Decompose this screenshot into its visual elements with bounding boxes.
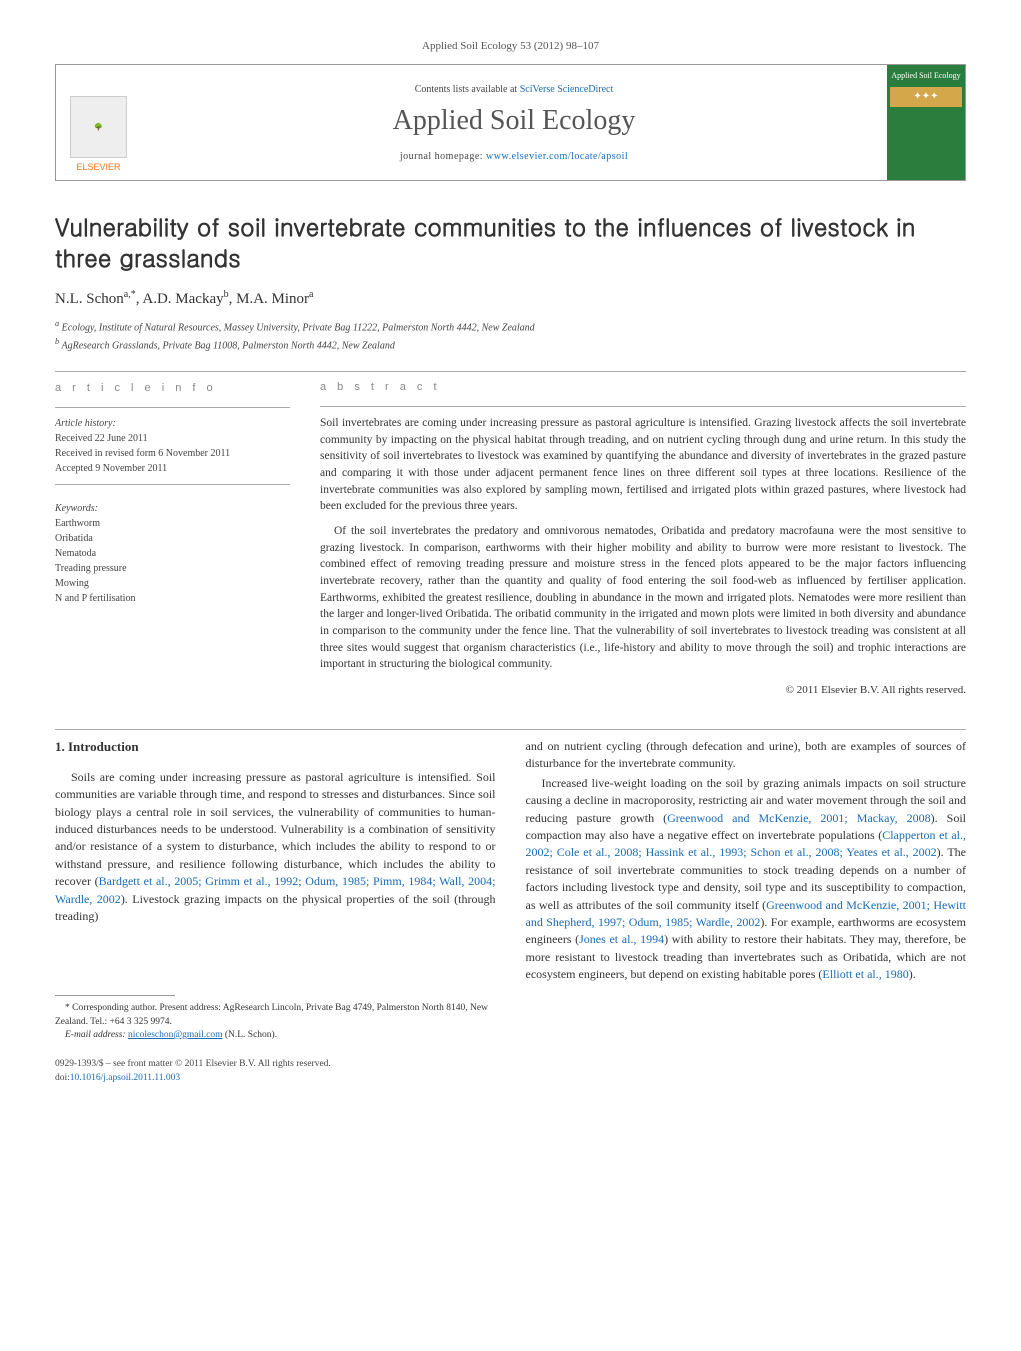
affiliations: a Ecology, Institute of Natural Resource… — [55, 318, 966, 353]
author-3-affil: a — [309, 289, 313, 300]
abstract-heading: a b s t r a c t — [320, 380, 966, 396]
divider-top — [55, 371, 966, 372]
author-1-affil: a, — [124, 289, 131, 300]
cover-title: Applied Soil Ecology — [891, 71, 960, 81]
history-accepted: Accepted 9 November 2011 — [55, 461, 290, 476]
intro-p1: Soils are coming under increasing pressu… — [55, 769, 496, 926]
body-column-right: and on nutrient cycling (through defecat… — [526, 738, 967, 1042]
email-line: E-mail address: nicoleschon@gmail.com (N… — [55, 1029, 496, 1042]
divider-mid — [55, 729, 966, 730]
journal-header-box: 🌳 ELSEVIER Contents lists available at S… — [55, 64, 966, 181]
history-heading: Article history: — [55, 416, 290, 431]
author-1: N.L. Schon — [55, 291, 124, 307]
keyword-item: Oribatida — [55, 531, 290, 546]
contents-line: Contents lists available at SciVerse Sci… — [415, 84, 614, 95]
abstract-p2: Of the soil invertebrates the predatory … — [320, 523, 966, 673]
doi-line: doi:10.1016/j.apsoil.2011.11.003 — [55, 1072, 966, 1085]
affiliation-a: a Ecology, Institute of Natural Resource… — [55, 318, 966, 335]
elsevier-tree-icon: 🌳 — [70, 96, 127, 158]
reference-link[interactable]: Elliott et al., 1980 — [822, 967, 908, 981]
article-title: Vulnerability of soil invertebrate commu… — [55, 211, 966, 273]
keyword-item: Mowing — [55, 576, 290, 591]
cover-art-icon: ✦✦✦ — [890, 87, 962, 107]
abstract-column: a b s t r a c t Soil invertebrates are c… — [320, 380, 966, 699]
email-label: E-mail address: — [65, 1030, 128, 1040]
email-suffix: (N.L. Schon). — [222, 1030, 277, 1040]
history-received: Received 22 June 2011 — [55, 431, 290, 446]
journal-title: Applied Soil Ecology — [393, 105, 636, 137]
sciencedirect-link[interactable]: SciVerse ScienceDirect — [520, 84, 614, 95]
issn-line: 0929-1393/$ – see front matter © 2011 El… — [55, 1058, 966, 1071]
journal-cover-thumbnail: Applied Soil Ecology ✦✦✦ — [887, 65, 965, 180]
copyright-line: © 2011 Elsevier B.V. All rights reserved… — [320, 683, 966, 699]
keyword-item: N and P fertilisation — [55, 591, 290, 606]
publisher-name: ELSEVIER — [76, 162, 120, 172]
homepage-prefix: journal homepage: — [400, 151, 486, 162]
abstract-divider — [320, 406, 966, 407]
publisher-logo: 🌳 ELSEVIER — [56, 65, 141, 180]
footer-meta: 0929-1393/$ – see front matter © 2011 El… — [55, 1058, 966, 1085]
info-divider-1 — [55, 407, 290, 408]
body-column-left: 1. Introduction Soils are coming under i… — [55, 738, 496, 1042]
section-1-heading: 1. Introduction — [55, 738, 496, 757]
article-info-column: a r t i c l e i n f o Article history: R… — [55, 380, 290, 699]
contents-prefix: Contents lists available at — [415, 84, 520, 95]
corresponding-author-note: * Corresponding author. Present address:… — [55, 1002, 496, 1029]
email-link[interactable]: nicoleschon@gmail.com — [128, 1030, 223, 1040]
author-2: , A.D. Mackay — [136, 291, 224, 307]
intro-p2: Increased live-weight loading on the soi… — [526, 775, 967, 984]
info-divider-2 — [55, 484, 290, 485]
footnote-rule — [55, 995, 175, 996]
homepage-link[interactable]: www.elsevier.com/locate/apsoil — [486, 151, 628, 162]
keyword-item: Treading pressure — [55, 561, 290, 576]
affiliation-b: b AgResearch Grasslands, Private Bag 110… — [55, 336, 966, 353]
header-center: Contents lists available at SciVerse Sci… — [141, 65, 887, 180]
reference-link[interactable]: Greenwood and McKenzie, 2001; Mackay, 20… — [667, 811, 931, 825]
abstract-p1: Soil invertebrates are coming under incr… — [320, 415, 966, 515]
body-text-columns: 1. Introduction Soils are coming under i… — [55, 738, 966, 1042]
header-citation: Applied Soil Ecology 53 (2012) 98–107 — [55, 40, 966, 52]
authors-line: N.L. Schona,*, A.D. Mackayb, M.A. Minora — [55, 289, 966, 308]
article-info-heading: a r t i c l e i n f o — [55, 380, 290, 397]
keyword-item: Earthworm — [55, 516, 290, 531]
intro-p1-cont: and on nutrient cycling (through defecat… — [526, 738, 967, 773]
reference-link[interactable]: Jones et al., 1994 — [579, 932, 664, 946]
author-3: , M.A. Minor — [229, 291, 309, 307]
keywords-heading: Keywords: — [55, 501, 290, 516]
footnote-block: * Corresponding author. Present address:… — [55, 1002, 496, 1042]
history-revised: Received in revised form 6 November 2011 — [55, 446, 290, 461]
keyword-item: Nematoda — [55, 546, 290, 561]
doi-link[interactable]: 10.1016/j.apsoil.2011.11.003 — [70, 1073, 180, 1083]
homepage-line: journal homepage: www.elsevier.com/locat… — [400, 151, 628, 162]
